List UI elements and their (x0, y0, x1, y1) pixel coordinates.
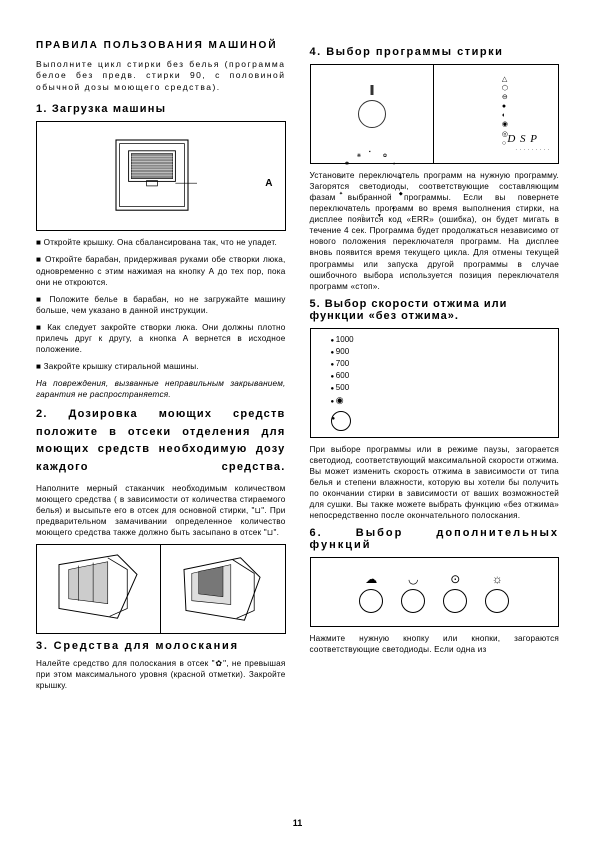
intro-text: Выполните цикл стирки без белья (програм… (36, 59, 286, 93)
basin-icon: ◡ (408, 572, 418, 586)
dsp-label: D S P (507, 133, 538, 145)
figure-loading: A (36, 121, 286, 231)
spin-1000: 1000 (331, 334, 354, 346)
spin-speed-list: 1000 900 700 600 500 ◉ (331, 334, 354, 432)
s1-bullet-1: ■ Откройте крышку. Она сбалансирована та… (36, 237, 286, 248)
s1-bullet-4: ■ Как следует закройте створки люка. Они… (36, 322, 286, 355)
label-a: A (265, 178, 272, 189)
detergent-drawer-left (48, 550, 148, 628)
figure-extra-functions: ☁ ◡ ⊙ ☼ (310, 557, 560, 627)
s1-bullet-5: ■ Закройте крышку стиральной машины. (36, 361, 286, 372)
spin-900: 900 (331, 346, 354, 358)
washer-top-illustration (106, 131, 216, 221)
sun-icon: ☼ (492, 572, 503, 586)
s6-paragraph: Нажмите нужную кнопку или кнопки, загора… (310, 633, 560, 655)
section-4-title: 4. Выбор программы стирки (310, 46, 560, 58)
s1-bullet-2: ■ Откройте барабан, придерживая руками о… (36, 254, 286, 287)
extra-btn-1: ☁ (359, 572, 383, 613)
cloud-icon: ☁ (365, 572, 377, 586)
section-6-title: 6. Выбор дополнительных функций (310, 527, 560, 551)
extra-btn-2: ◡ (401, 572, 425, 613)
figure-spin-speed: 1000 900 700 600 500 ◉ (310, 328, 560, 438)
rinse-icon: ⊙ (450, 572, 460, 586)
detergent-drawer-right (173, 550, 273, 628)
main-title: ПРАВИЛА ПОЛЬЗОВАНИЯ МАШИНОЙ (36, 40, 286, 51)
extra-btn-3: ⊙ (443, 572, 467, 613)
spin-button-icon (331, 411, 351, 431)
section-5-title: 5. Выбор скорости отжима или функции «бе… (310, 298, 560, 322)
page-number: 11 (293, 818, 303, 828)
spin-600: 600 (331, 370, 354, 382)
figure-detergent (36, 544, 286, 634)
left-column: ПРАВИЛА ПОЛЬЗОВАНИЯ МАШИНОЙ Выполните ци… (36, 40, 286, 697)
s5-paragraph: При выборе программы или в режиме паузы,… (310, 444, 560, 521)
section-3-title: 3. Средства для молоскания (36, 640, 286, 652)
spin-500: 500 (331, 382, 354, 394)
figure-program-dial: ▪ ✿ ◐ ● ◆ ▲ ▼ ○ □ ✦ ✧ ✱ ❋ (310, 64, 560, 164)
right-column: 4. Выбор программы стирки ▪ ✿ ◐ (310, 40, 560, 697)
section-1-title: 1. Загрузка машины (36, 103, 286, 115)
s3-paragraph: Налейте средство для полоскания в отсек … (36, 658, 286, 691)
s1-bullet-3: ■ Положите белье в барабан, но не загруж… (36, 294, 286, 316)
program-dial-icon: ▪ ✿ ◐ ● ◆ ▲ ▼ ○ □ ✦ ✧ ✱ ❋ (337, 79, 407, 149)
spin-700: 700 (331, 358, 354, 370)
extra-btn-4: ☼ (485, 572, 509, 613)
s1-note: На повреждения, вызванные неправильным з… (36, 378, 286, 400)
section-2-title: 2. Дозировка моющих средств положите в о… (36, 406, 286, 476)
s2-paragraph: Наполните мерный стаканчик необходимым к… (36, 483, 286, 538)
